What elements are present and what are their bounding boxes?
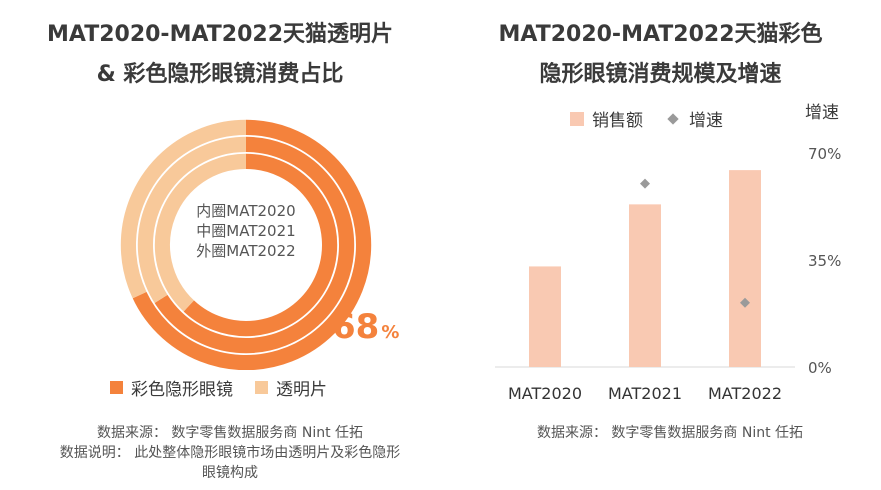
donut-center-line-3: 外圈MAT2022 xyxy=(196,242,295,260)
donut-ring-mat2022-clear-lens xyxy=(120,119,247,299)
right-chart-title-line2: 隐形眼镜消费规模及增速 xyxy=(539,62,782,87)
legend-swatch-sales xyxy=(570,111,584,126)
donut-center-line-2: 中圈MAT2021 xyxy=(196,222,295,240)
x-tick-label-mat2020: MAT2020 xyxy=(508,384,582,403)
growth-marker-mat2022 xyxy=(740,297,750,308)
donut-ring-mat2020-clear-lens xyxy=(154,153,247,313)
legend-label-growth: 增速 xyxy=(689,111,723,131)
legend-label-clear-lens: 透明片 xyxy=(276,380,327,400)
left-chart-title-line2: & 彩色隐形眼镜消费占比 xyxy=(96,62,344,87)
donut-ring-gap-1 xyxy=(136,135,356,355)
y2-tick-label-1: 35% xyxy=(808,252,841,270)
y2-tick-label-0: 0% xyxy=(808,359,832,377)
legend-swatch-color-lens xyxy=(110,381,123,394)
right-chart-title-line1: MAT2020-MAT2022天猫彩色 xyxy=(498,22,823,47)
bar-chart: 增速 0% 35% 70% MAT2020 MAT2021 MAT2022 xyxy=(495,103,841,403)
legend-label-sales: 销售额 xyxy=(592,111,643,131)
left-source-note: 数据来源： 数字零售数据服务商 Nint 任拓 数据说明： 此处整体隐形眼镜市场… xyxy=(40,423,420,483)
donut-ring-gap-2 xyxy=(119,118,373,370)
legend-item-clear-lens: 透明片 xyxy=(255,375,327,400)
left-chart-panel: MAT2020-MAT2022天猫透明片 & 彩色隐形眼镜消费占比 内圈MAT2… xyxy=(0,0,440,490)
sales-bar-mat2022 xyxy=(729,170,761,367)
highlight-value: 68 xyxy=(332,307,379,347)
donut-center-line-1: 内圈MAT2020 xyxy=(196,202,295,220)
legend-item-sales: 销售额 xyxy=(570,106,643,131)
donut-ring-mat2022-color-lens xyxy=(132,119,372,370)
right-chart-panel: MAT2020-MAT2022天猫彩色 隐形眼镜消费规模及增速 销售额 增速 增… xyxy=(440,0,881,490)
x-tick-label-mat2022: MAT2022 xyxy=(708,384,782,403)
left-legend: 彩色隐形眼镜 透明片 xyxy=(110,375,349,400)
left-note-line1: 数据说明： 此处整体隐形眼镜市场由透明片及彩色隐形 xyxy=(59,445,401,461)
donut-ring-gap-0 xyxy=(153,152,339,338)
x-tick-label-mat2021: MAT2021 xyxy=(608,384,682,403)
legend-swatch-clear-lens xyxy=(255,381,268,394)
right-legend: 销售额 增速 xyxy=(570,106,745,131)
donut-ring-mat2021-clear-lens xyxy=(137,136,247,304)
legend-item-color-lens: 彩色隐形眼镜 xyxy=(110,375,233,400)
sales-bar-mat2020 xyxy=(529,266,561,367)
y2-tick-label-2: 70% xyxy=(808,145,841,163)
sales-bar-mat2021 xyxy=(629,204,661,367)
donut-highlight-label: 68% xyxy=(332,307,399,347)
donut-ring-mat2020-color-lens xyxy=(183,153,338,337)
donut-ring-mat2021-color-lens xyxy=(153,136,355,354)
donut-chart: 内圈MAT2020 中圈MAT2021 外圈MAT2022 68% xyxy=(119,118,399,370)
right-source-note: 数据来源： 数字零售数据服务商 Nint 任拓 xyxy=(480,423,860,443)
left-source-text: 数据来源： 数字零售数据服务商 Nint 任拓 xyxy=(96,425,364,441)
left-chart-title-line1: MAT2020-MAT2022天猫透明片 xyxy=(46,22,394,47)
left-note-line2: 眼镜构成 xyxy=(202,465,258,481)
growth-marker-mat2021 xyxy=(640,178,650,189)
right-axis-title: 增速 xyxy=(805,103,839,123)
highlight-unit: % xyxy=(381,322,399,343)
right-source-text: 数据来源： 数字零售数据服务商 Nint 任拓 xyxy=(536,425,804,441)
legend-label-color-lens: 彩色隐形眼镜 xyxy=(131,380,233,400)
legend-item-growth: 增速 xyxy=(665,106,723,131)
